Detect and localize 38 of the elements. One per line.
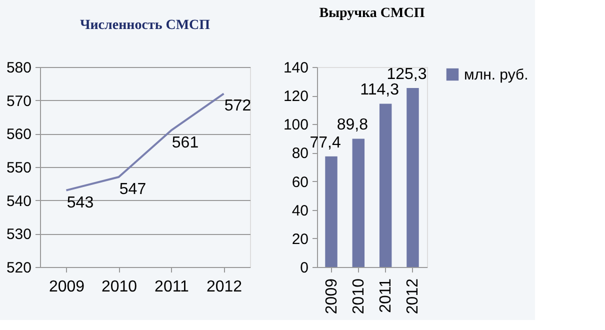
bar <box>325 156 338 267</box>
y-tick-label: 120 <box>283 88 308 106</box>
bar <box>352 138 365 267</box>
y-tick-label: 540 <box>6 192 32 210</box>
y-tick-label: 560 <box>6 126 32 144</box>
y-tick-label: 570 <box>6 92 32 110</box>
data-label: 114,3 <box>360 82 400 99</box>
data-label: 89,8 <box>336 116 368 134</box>
x-tick-label: 2011 <box>154 278 190 296</box>
x-tick-label: 2012 <box>206 278 242 296</box>
y-tick-label: 20 <box>292 230 308 248</box>
chart-title: Численность СМСП <box>80 18 210 33</box>
data-label: 572 <box>224 98 252 115</box>
data-label: 77,4 <box>310 134 341 152</box>
y-tick-label: 60 <box>292 174 308 191</box>
y-tick-label: 80 <box>292 145 308 162</box>
data-label: 125,3 <box>386 66 427 83</box>
y-tick-label: 140 <box>283 60 308 76</box>
y-tick-label: 530 <box>6 226 32 244</box>
y-tick-label: 0 <box>300 260 308 276</box>
data-label: 543 <box>66 194 94 212</box>
x-tick-label: 2009 <box>48 278 85 296</box>
x-tick-label: 2009 <box>323 278 340 314</box>
data-label: 561 <box>172 134 199 152</box>
bar <box>406 88 419 267</box>
y-tick-label: 550 <box>6 160 32 176</box>
y-tick-label: 100 <box>283 116 308 134</box>
x-tick-label: 2010 <box>350 278 368 314</box>
x-tick-label: 2010 <box>101 278 138 296</box>
x-tick-label: 2011 <box>378 278 395 313</box>
y-tick-label: 40 <box>292 202 308 220</box>
bar <box>379 104 392 267</box>
data-label: 547 <box>119 181 146 198</box>
legend-label: млн. руб. <box>464 66 528 84</box>
chart-title: Выручка СМСП <box>319 6 425 21</box>
y-tick-label: 580 <box>6 60 32 76</box>
y-tick-label: 520 <box>6 260 32 276</box>
x-tick-label: 2012 <box>404 278 422 314</box>
